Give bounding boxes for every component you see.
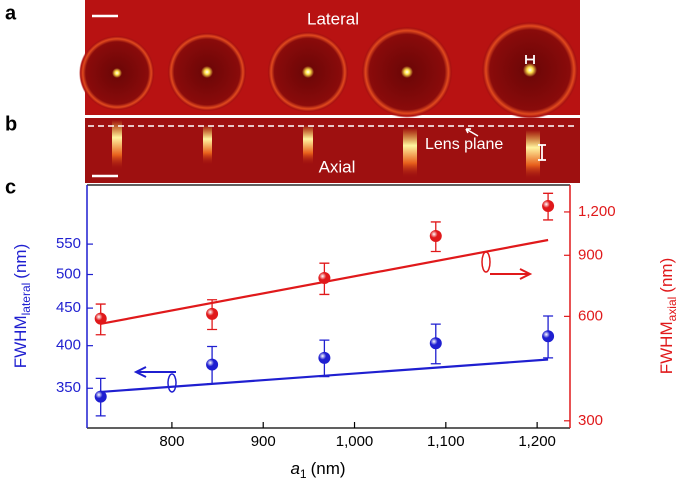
point bbox=[206, 358, 219, 371]
axis-title-part: 1 bbox=[300, 467, 307, 481]
point bbox=[542, 200, 555, 213]
panel-label: c bbox=[5, 176, 16, 198]
annotation-arrow bbox=[490, 268, 533, 280]
axis-title-part: (nm) bbox=[11, 244, 30, 279]
panel-label: a bbox=[5, 2, 17, 24]
point bbox=[429, 229, 442, 242]
axis-title-part: (nm) bbox=[311, 459, 346, 478]
x-tick-label: 900 bbox=[251, 433, 276, 450]
y2-tick-label: 300 bbox=[578, 412, 603, 429]
axis-title-part: (nm) bbox=[657, 258, 676, 293]
axis-title-part: a bbox=[290, 459, 299, 478]
axis-title-part: axial bbox=[665, 297, 679, 322]
image-label: Lens plane bbox=[425, 136, 503, 153]
point bbox=[542, 330, 555, 343]
y-tick-label: 400 bbox=[56, 337, 81, 354]
lateral-image bbox=[79, 0, 580, 119]
annotation-loop bbox=[481, 251, 491, 273]
y2-tick-label: 900 bbox=[578, 246, 603, 263]
point bbox=[318, 272, 331, 285]
annotation-loop bbox=[167, 373, 177, 393]
axis-title: FWHMaxial (nm) bbox=[657, 258, 679, 375]
y-tick-label: 450 bbox=[56, 299, 81, 316]
point bbox=[94, 312, 107, 325]
x-tick-label: 1,200 bbox=[518, 433, 556, 450]
axis-title-part: FWHM bbox=[657, 321, 676, 374]
y2-tick-label: 1,200 bbox=[578, 203, 616, 220]
panel-label: b bbox=[5, 113, 17, 135]
axis-title: FWHMlateral (nm) bbox=[11, 244, 33, 369]
point bbox=[318, 351, 331, 364]
x-tick-label: 1,100 bbox=[427, 433, 465, 450]
y-tick-label: 350 bbox=[56, 379, 81, 396]
point bbox=[429, 337, 442, 350]
annotation-arrow bbox=[133, 366, 176, 378]
axis-title: a1 (nm) bbox=[290, 459, 345, 481]
x-tick-label: 1,000 bbox=[336, 433, 374, 450]
plot: 800 900 1,000 1,100 1,200 350 400 450 500 550 300 6… bbox=[11, 184, 679, 481]
x-tick-label: 800 bbox=[159, 433, 184, 450]
point bbox=[94, 390, 107, 403]
y2-tick-label: 600 bbox=[578, 307, 603, 324]
y-tick-label: 500 bbox=[56, 265, 81, 282]
axial-image bbox=[85, 118, 580, 183]
axis-title-part: lateral bbox=[19, 283, 33, 316]
point bbox=[206, 307, 219, 320]
image-label: Axial bbox=[319, 157, 356, 176]
axis-title-part: FWHM bbox=[11, 315, 30, 368]
y-tick-label: 550 bbox=[56, 235, 81, 252]
image-label: Lateral bbox=[307, 9, 359, 28]
